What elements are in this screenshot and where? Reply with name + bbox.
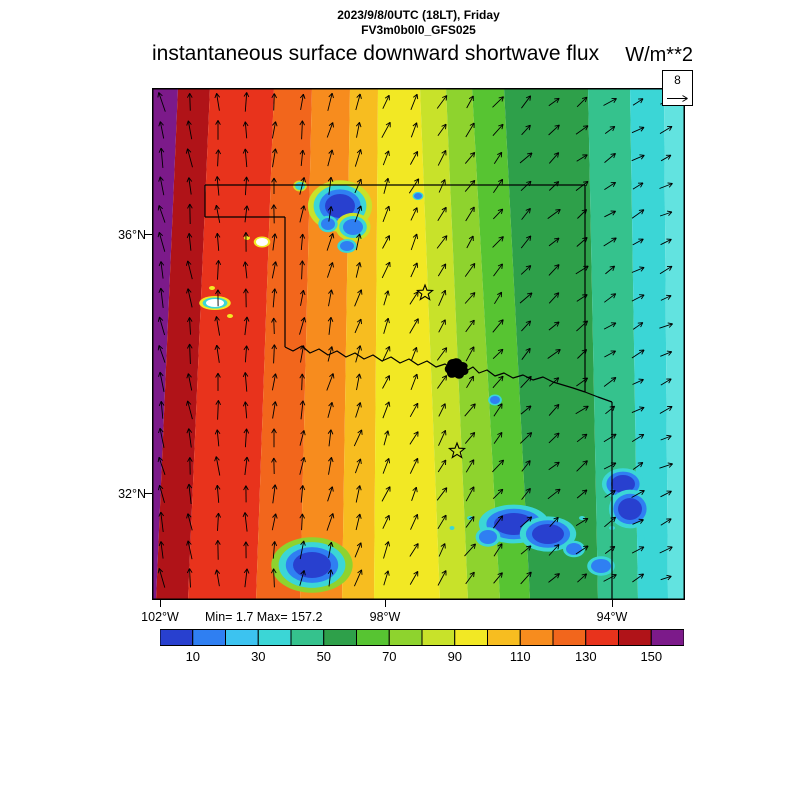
colorbar-tick-label: 70 [382,649,397,664]
colorbar-tick-label: 130 [574,649,597,664]
cloud-blob [256,238,268,246]
flux-band [152,88,178,600]
cloud-blob [244,236,250,240]
cloud-blob [566,543,582,555]
colorbar-tick-label: 110 [509,649,531,664]
wind-reference-arrow-icon [666,95,688,102]
flux-band [420,88,468,600]
x-axis-label-94w: 94°W [596,610,628,624]
plot-frame [152,88,685,600]
flux-band [664,88,685,600]
x-axis-tick [612,600,613,607]
wind-vectors [157,92,673,588]
header-datetime: 2023/9/8/0UTC (18LT), Friday [337,8,500,22]
x-axis-label-98w: 98°W [369,610,401,624]
cloud-blob [639,535,645,541]
state-border [584,391,613,403]
cloud-blob [295,182,305,190]
cloud-blob [649,496,655,500]
y-axis-label-32n: 32°N [118,487,146,501]
flux-band [504,88,598,600]
cloud-blob [325,194,355,218]
map-plot [152,88,685,600]
wind-reference-box: 8 [662,70,693,106]
colorbar-labels: 10 30 50 70 90 110 130 150 [160,629,684,671]
flux-band [374,88,440,600]
colorbar-svg [159,629,685,646]
y-axis-tick [145,234,152,235]
state-border [284,345,586,393]
colorbar-tick-label: 30 [251,649,266,664]
location-star-marker [447,441,467,459]
cloud-blob [321,218,335,230]
cloud-blob [532,524,564,544]
cloud-blob [414,193,422,199]
cloud-blob [618,498,642,520]
cloud-blob [293,552,331,578]
flux-band [472,88,530,600]
y-axis-label-36n: 36°N [118,228,146,242]
wind-reference-value: 8 [674,73,681,87]
cloud-blob [340,241,354,251]
flux-band [630,88,668,600]
minmax-label: Min= 1.7 Max= 157.2 [205,610,323,624]
colorbar: 10 30 50 70 90 110 130 150 [159,629,685,671]
cloud-blob [579,516,585,520]
cloud-blob [591,559,611,573]
cloud-blob [206,299,224,307]
x-axis-tick [385,600,386,607]
cloud-blob [209,286,215,290]
flux-band [156,88,210,600]
cloud-blob [611,475,635,493]
colorbar-tick-label: 150 [640,649,663,664]
cloud-blob [343,219,363,235]
flux-band [256,88,312,600]
colorbar-tick-label: 50 [316,649,332,664]
cloud-blob [449,526,455,530]
x-axis-label-102w: 102°W [141,610,179,624]
y-axis-tick [145,493,152,494]
x-axis-tick [160,600,161,607]
location-star-marker [415,283,435,301]
flux-band [446,88,500,600]
lake-shape [444,358,469,379]
units-label: W/m**2 [625,44,693,66]
plot-title: instantaneous surface downward shortwave… [152,42,600,65]
colorbar-tick-label: 90 [447,649,463,664]
header-model: FV3m0b0l0_GFS025 [361,23,476,37]
cloud-blob [490,396,500,404]
flux-band [188,88,274,600]
cloud-blob [479,530,497,544]
colorbar-tick-label: 10 [185,649,201,664]
cloud-blob [227,314,233,318]
